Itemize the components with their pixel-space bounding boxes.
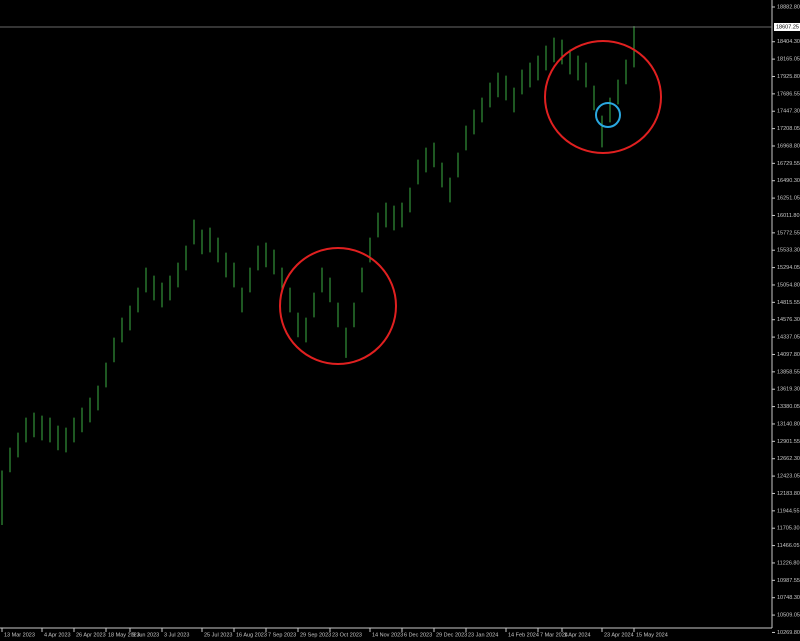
x-tick-label: 3 Jul 2023 [164,632,189,638]
y-tick-label: 10987.55 [777,578,800,584]
x-tick-label: 23 Apr 2024 [604,632,634,638]
x-tick-label: 29 Sep 2023 [300,632,331,638]
y-tick-label: 12901.55 [777,439,800,445]
y-tick-label: 16490.30 [777,178,800,184]
y-tick-label: 14097.80 [777,352,800,358]
highlight-circle [595,102,621,128]
y-tick-label: 15294.05 [777,265,800,271]
x-tick-label: 14 Nov 2023 [372,632,403,638]
y-tick-label: 13380.05 [777,404,800,410]
y-tick-label: 15533.30 [777,248,800,254]
x-tick-label: 4 Apr 2023 [44,632,71,638]
y-tick-label: 10748.30 [777,595,800,601]
y-tick-label: 12423.05 [777,474,800,480]
y-tick-label: 13140.80 [777,421,800,427]
x-tick-label: 6 Dec 2023 [404,632,432,638]
price-label-box [774,22,800,31]
x-tick-label: 13 Mar 2023 [4,632,35,638]
y-tick-label: 13619.30 [777,387,800,393]
x-tick-label: 23 Jan 2024 [468,632,498,638]
highlight-circle [279,247,397,365]
y-tick-label: 18165.05 [777,57,800,63]
y-tick-label: 11944.55 [777,508,800,514]
y-tick-label: 14815.55 [777,300,800,306]
x-tick-label: 26 Apr 2023 [76,632,106,638]
y-tick-label: 12662.30 [777,456,800,462]
y-tick-label: 11226.80 [777,560,800,566]
y-tick-label: 13858.55 [777,369,800,375]
y-tick-label: 18882.80 [777,4,800,10]
x-tick-label: 1 Apr 2024 [564,632,591,638]
y-tick-label: 12183.80 [777,491,800,497]
y-tick-label: 14576.30 [777,317,800,323]
y-tick-label: 14337.05 [777,335,800,341]
y-tick-label: 16251.05 [777,196,800,202]
y-tick-label: 11466.05 [777,543,800,549]
y-tick-label: 15054.80 [777,282,800,288]
y-tick-label: 18404.30 [777,39,800,45]
x-tick-label: 16 Aug 2023 [236,632,267,638]
x-tick-label: 29 Dec 2023 [436,632,467,638]
y-tick-label: 16729.55 [777,161,800,167]
x-tick-label: 9 Jun 2023 [132,632,159,638]
y-tick-label: 16968.80 [777,143,800,149]
price-label: 18607.25 [776,24,799,30]
y-tick-label: 17925.80 [777,74,800,80]
y-tick-label: 10269.80 [777,630,800,636]
highlight-circle [544,40,662,154]
y-tick-label: 17447.30 [777,109,800,115]
x-tick-label: 7 Sep 2023 [268,632,296,638]
y-tick-label: 17208.05 [777,126,800,132]
x-tick-label: 25 Jul 2023 [204,632,232,638]
y-tick-label: 16011.80 [777,213,800,219]
y-tick-label: 17686.55 [777,91,800,97]
y-tick-label: 15772.55 [777,230,800,236]
x-tick-label: 23 Oct 2023 [332,632,362,638]
x-tick-label: 7 Mar 2024 [540,632,568,638]
x-tick-label: 14 Feb 2024 [508,632,539,638]
x-tick-label: 15 May 2024 [636,632,668,638]
y-tick-label: 10509.05 [777,613,800,619]
y-tick-label: 11705.30 [777,526,800,532]
x-tick-label: 18 May 2023 [108,632,140,638]
